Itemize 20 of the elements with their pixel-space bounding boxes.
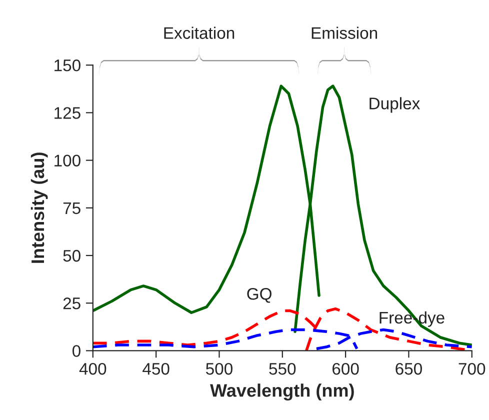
y-tick-label: 100 <box>54 154 80 167</box>
x-tick-label: 550 <box>269 362 296 375</box>
series-label: Duplex <box>370 97 420 113</box>
series-label: GQ <box>247 288 272 303</box>
y-tick-label: 150 <box>54 60 80 72</box>
y-tick-label: 25 <box>63 298 80 310</box>
y-tick-label: 50 <box>63 250 80 262</box>
y-tick-label: 125 <box>54 107 80 119</box>
y-tick-label: 75 <box>63 202 80 214</box>
x-tick-label: 700 <box>458 362 486 375</box>
text: Excitation <box>164 26 234 39</box>
x-tick-label: 400 <box>79 362 106 375</box>
x-axis-title: Wavelength (nm) <box>210 384 354 401</box>
x-tick-label: 450 <box>142 362 170 375</box>
x-tick-label: 600 <box>332 362 359 375</box>
y-axis-title: Intensity (au) <box>30 152 48 263</box>
text: Emission <box>312 26 378 39</box>
y-tick-label: 0 <box>72 345 80 357</box>
x-tick-label: 650 <box>396 362 422 375</box>
x-tick-label: 500 <box>206 362 232 375</box>
